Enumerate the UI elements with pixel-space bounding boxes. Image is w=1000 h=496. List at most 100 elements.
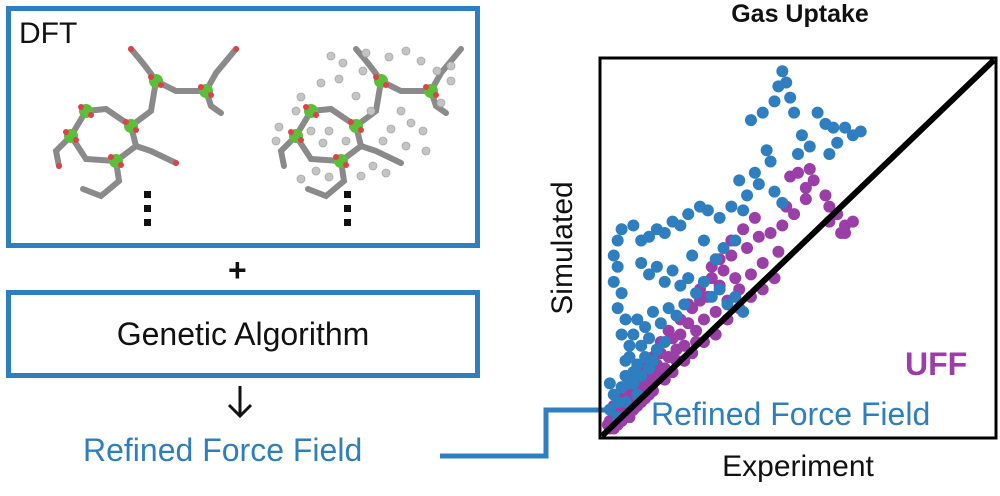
legend-refined-force-field: Refined Force Field xyxy=(651,396,931,432)
data-point xyxy=(748,166,761,179)
data-point xyxy=(795,129,808,142)
scatter-points xyxy=(601,65,867,435)
chart-title: Gas Uptake xyxy=(731,0,869,28)
data-point xyxy=(811,106,824,119)
data-point xyxy=(650,343,663,356)
data-point xyxy=(705,290,718,303)
data-point xyxy=(839,226,852,239)
data-point xyxy=(725,249,738,262)
data-point xyxy=(725,200,738,213)
data-point xyxy=(690,324,703,337)
data-point xyxy=(694,200,706,213)
mof-framework-with-gas-icon xyxy=(271,46,464,200)
data-point xyxy=(776,196,789,209)
data-point xyxy=(760,144,773,157)
data-point xyxy=(717,242,730,254)
data-point xyxy=(654,317,667,330)
data-point xyxy=(803,163,816,176)
data-point xyxy=(799,193,812,206)
data-point xyxy=(682,272,695,285)
data-point xyxy=(619,396,632,409)
data-point xyxy=(643,268,656,281)
y-axis-label: Simulated xyxy=(546,181,579,315)
data-point xyxy=(635,234,648,247)
data-point xyxy=(764,226,777,239)
refined-force-field-output: Refined Force Field xyxy=(83,432,363,468)
data-point xyxy=(627,377,640,390)
data-point xyxy=(615,381,628,394)
data-point xyxy=(607,388,620,401)
data-point xyxy=(603,377,616,390)
data-point xyxy=(831,136,844,149)
data-point xyxy=(776,219,789,232)
data-point xyxy=(697,234,710,247)
data-point xyxy=(611,302,624,315)
data-point xyxy=(756,106,769,119)
data-point xyxy=(752,230,765,243)
data-point xyxy=(603,403,616,416)
parity-line xyxy=(599,57,997,439)
data-point xyxy=(729,234,742,247)
data-point xyxy=(697,313,710,326)
data-point xyxy=(623,351,636,364)
data-point xyxy=(639,351,652,364)
data-point xyxy=(682,208,695,221)
data-point xyxy=(631,313,644,326)
data-point xyxy=(768,95,781,108)
dft-label: DFT xyxy=(19,17,78,50)
data-point xyxy=(623,339,636,352)
data-point xyxy=(635,257,648,270)
data-point xyxy=(823,200,836,213)
data-point xyxy=(756,257,769,270)
data-point xyxy=(721,298,734,311)
data-point xyxy=(639,320,652,333)
x-axis-label: Experiment xyxy=(722,450,874,483)
data-point xyxy=(768,185,781,198)
data-point xyxy=(635,369,648,382)
data-point xyxy=(627,328,640,341)
data-point xyxy=(650,223,663,236)
data-point xyxy=(697,275,710,288)
vertical-ellipsis-icon xyxy=(344,191,351,226)
data-point xyxy=(741,242,754,254)
data-point xyxy=(686,249,699,262)
legend-uff: UFF xyxy=(905,346,968,382)
data-point xyxy=(631,358,644,371)
data-point xyxy=(717,264,730,277)
data-point xyxy=(635,339,648,352)
data-point xyxy=(678,298,691,311)
data-point xyxy=(737,223,750,236)
data-point xyxy=(737,305,750,318)
dft-box: DFT xyxy=(6,6,480,248)
down-arrow-icon xyxy=(227,386,253,419)
data-point xyxy=(729,272,742,285)
data-point xyxy=(666,264,679,277)
data-point xyxy=(788,106,801,119)
data-point xyxy=(674,279,687,292)
data-point xyxy=(792,148,804,160)
data-point xyxy=(741,189,754,202)
data-point xyxy=(772,80,785,93)
data-point xyxy=(709,253,722,266)
data-point xyxy=(744,268,757,281)
data-point xyxy=(713,211,726,224)
data-point xyxy=(627,219,640,232)
data-point xyxy=(666,215,679,228)
data-point xyxy=(678,339,691,352)
data-point xyxy=(846,215,859,228)
data-point xyxy=(854,125,867,138)
data-point xyxy=(662,302,675,315)
data-point xyxy=(776,65,789,78)
data-point xyxy=(709,305,722,318)
data-point xyxy=(799,181,812,194)
data-point xyxy=(611,260,624,273)
data-point xyxy=(650,260,663,273)
data-point xyxy=(643,332,656,345)
data-point xyxy=(772,245,785,258)
data-point xyxy=(807,174,820,187)
data-point xyxy=(784,91,797,104)
scatter-plot xyxy=(598,56,998,440)
data-point xyxy=(823,148,836,160)
data-point xyxy=(764,155,777,168)
data-point xyxy=(643,362,656,375)
